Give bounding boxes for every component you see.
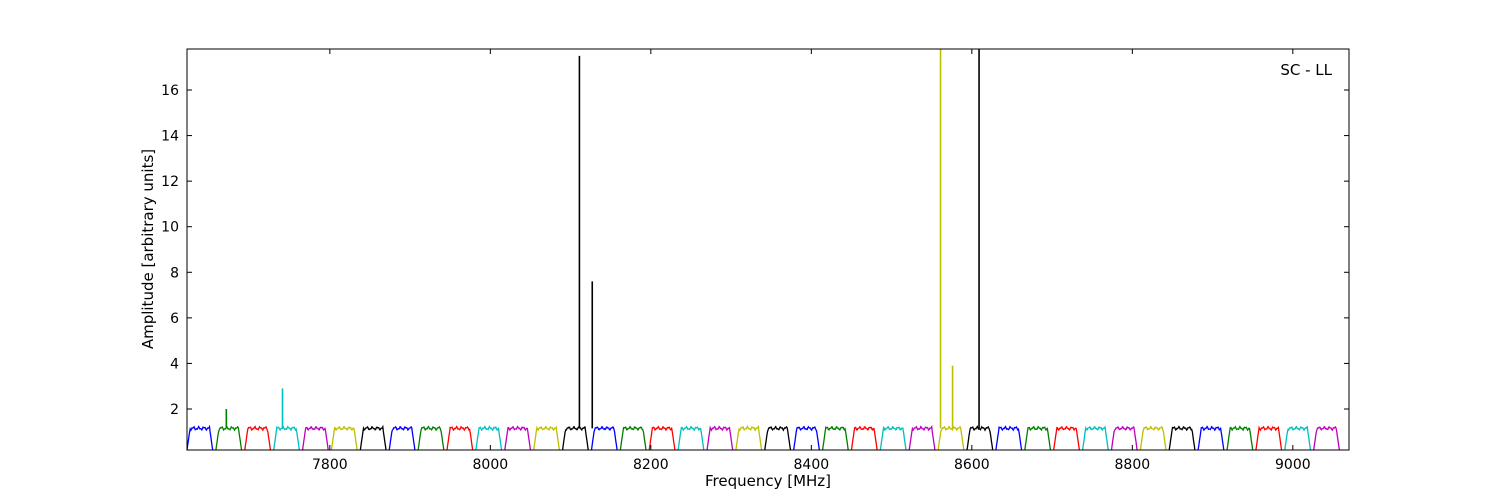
x-tick-label: 8200 [633,457,669,473]
channel-line [273,425,300,451]
corner-annotation: SC - LL [1280,61,1332,79]
y-tick-label: 12 [161,174,179,190]
channel-line [735,425,763,451]
channel-line [590,426,618,451]
y-tick-label: 10 [161,220,179,236]
channel-line [244,425,272,451]
x-tick-label: 8000 [473,457,509,473]
y-tick-label: 16 [161,83,179,99]
channel-line [1226,425,1254,451]
channel-line [475,425,503,451]
y-tick-label: 6 [170,311,179,327]
tick-layer: 7800 8000 8200 8400 8600 8800 9000 2 4 6 8 10 12 14 16 [161,49,1349,473]
channel-line [966,425,994,451]
channel-line [1081,425,1109,451]
channel-line [1110,425,1138,451]
series-layer [186,424,1341,451]
x-axis-label: Frequency [MHz] [705,472,831,490]
channel-line [1255,425,1283,451]
channel-line [793,425,821,451]
y-tick-label: 4 [170,356,179,372]
x-tick-label: 8400 [794,457,830,473]
channel-line [330,426,358,451]
plot-area-frame [186,48,1350,451]
channel-line [1284,425,1312,451]
x-tick-label: 9000 [1275,457,1311,473]
channel-line [417,425,445,451]
channel-line [764,425,792,451]
x-tick-label: 7800 [312,457,348,473]
channel-line [619,425,647,451]
channel-line [706,425,734,451]
channel-line [648,425,676,451]
y-tick-label: 2 [170,402,179,418]
channel-line [1313,425,1341,451]
channel-line [879,425,907,451]
channel-line [1024,425,1052,451]
channel-line [359,424,387,451]
channel-line [446,425,474,451]
channel-line [1197,425,1225,451]
channel-line [995,425,1023,451]
spike-layer [225,49,980,429]
y-axis-label: Amplitude [arbitrary units] [139,149,157,349]
channel-line [215,424,243,451]
channel-line [1168,425,1196,451]
channel-line [821,425,849,451]
channel-line [533,425,561,451]
channel-line [908,424,936,451]
y-tick-label: 8 [170,265,179,281]
x-tick-label: 8600 [954,457,990,473]
channel-line [937,425,965,451]
channel-line [301,425,329,451]
channel-line [504,425,532,451]
channel-line [186,424,214,451]
channel-line [561,425,589,451]
channel-line [1139,425,1167,451]
channel-line [1053,425,1081,451]
x-tick-label: 8800 [1115,457,1151,473]
channel-line [677,425,705,451]
channel-line [850,425,878,451]
channel-line [388,425,416,451]
y-tick-label: 14 [161,129,179,145]
